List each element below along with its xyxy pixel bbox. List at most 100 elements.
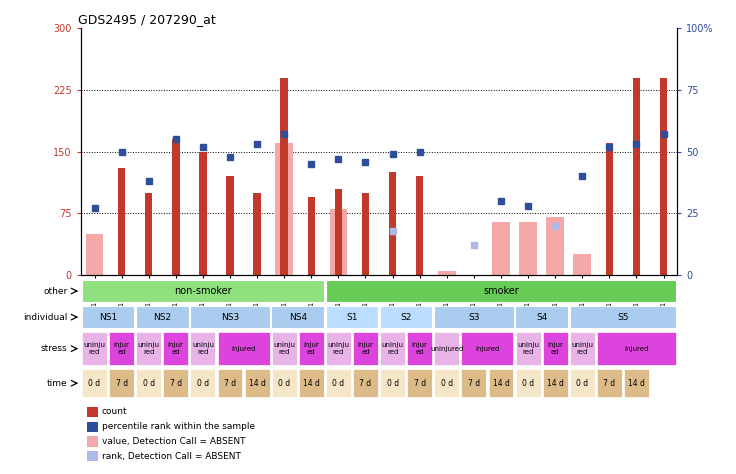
Bar: [253, 193, 261, 275]
Bar: [520, 221, 537, 275]
Bar: [326, 332, 351, 365]
Bar: [308, 197, 315, 275]
Text: uninju
red: uninju red: [571, 342, 593, 355]
Text: injur
ed: injur ed: [411, 342, 428, 355]
Text: S3: S3: [468, 313, 480, 321]
Bar: [326, 369, 351, 397]
Text: non-smoker: non-smoker: [174, 286, 232, 296]
Text: 14 d: 14 d: [628, 379, 645, 388]
Bar: [407, 369, 432, 397]
Bar: [109, 332, 134, 365]
Bar: [461, 332, 514, 365]
Text: time: time: [47, 379, 68, 388]
Bar: [163, 369, 188, 397]
Text: 0 d: 0 d: [441, 379, 453, 388]
Bar: [82, 332, 107, 365]
Bar: [87, 437, 98, 447]
Text: 0 d: 0 d: [333, 379, 344, 388]
Bar: [163, 332, 188, 365]
Bar: [136, 369, 161, 397]
Bar: [438, 271, 456, 275]
Bar: [325, 280, 676, 302]
Bar: [570, 306, 676, 328]
Text: uninju
red: uninju red: [517, 342, 539, 355]
Bar: [145, 193, 152, 275]
Bar: [573, 255, 591, 275]
Bar: [118, 168, 125, 275]
Text: 0 d: 0 d: [576, 379, 588, 388]
Bar: [136, 332, 161, 365]
Text: S5: S5: [618, 313, 629, 321]
Bar: [633, 78, 640, 275]
Bar: [299, 369, 324, 397]
Bar: [275, 144, 293, 275]
Text: 0 d: 0 d: [278, 379, 290, 388]
Bar: [492, 221, 510, 275]
Bar: [87, 421, 98, 432]
Bar: [380, 369, 405, 397]
Text: uninju
red: uninju red: [273, 342, 295, 355]
Bar: [570, 332, 595, 365]
Bar: [389, 172, 397, 275]
Text: injur
ed: injur ed: [303, 342, 319, 355]
Text: value, Detection Call = ABSENT: value, Detection Call = ABSENT: [102, 437, 245, 446]
Text: injured: injured: [231, 346, 255, 352]
Bar: [199, 152, 207, 275]
Bar: [218, 332, 269, 365]
Bar: [280, 78, 288, 275]
Text: injured: injured: [624, 346, 648, 352]
Text: percentile rank within the sample: percentile rank within the sample: [102, 422, 255, 431]
Bar: [570, 369, 595, 397]
Bar: [597, 332, 676, 365]
Text: 14 d: 14 d: [302, 379, 319, 388]
Bar: [82, 369, 107, 397]
Text: uninju
red: uninju red: [192, 342, 214, 355]
Text: uninju
red: uninju red: [328, 342, 350, 355]
Text: injur
ed: injur ed: [548, 342, 563, 355]
Bar: [87, 451, 98, 461]
Bar: [542, 369, 567, 397]
Bar: [380, 332, 405, 365]
Bar: [546, 218, 564, 275]
Text: GDS2495 / 207290_at: GDS2495 / 207290_at: [78, 13, 216, 26]
Bar: [659, 78, 668, 275]
Text: 0 d: 0 d: [197, 379, 209, 388]
Text: injured: injured: [475, 346, 500, 352]
Bar: [380, 306, 433, 328]
Bar: [272, 306, 324, 328]
Bar: [226, 176, 234, 275]
Bar: [353, 369, 378, 397]
Text: S4: S4: [536, 313, 548, 321]
Text: 14 d: 14 d: [249, 379, 266, 388]
Bar: [272, 332, 297, 365]
Bar: [542, 332, 567, 365]
Text: injur
ed: injur ed: [358, 342, 373, 355]
Text: rank, Detection Call = ABSENT: rank, Detection Call = ABSENT: [102, 452, 241, 461]
Bar: [191, 369, 216, 397]
Text: 0 d: 0 d: [522, 379, 534, 388]
Bar: [515, 306, 568, 328]
Text: 7 d: 7 d: [224, 379, 236, 388]
Text: other: other: [43, 287, 68, 295]
Text: uninju
red: uninju red: [83, 342, 105, 355]
Bar: [82, 280, 324, 302]
Bar: [109, 369, 134, 397]
Text: uninjured: uninjured: [430, 346, 464, 352]
Bar: [172, 139, 180, 275]
Bar: [85, 234, 103, 275]
Text: 7 d: 7 d: [359, 379, 372, 388]
Text: uninju
red: uninju red: [138, 342, 160, 355]
Text: individual: individual: [23, 313, 68, 321]
Bar: [244, 369, 269, 397]
Bar: [606, 144, 613, 275]
Bar: [330, 209, 347, 275]
Bar: [361, 193, 369, 275]
Bar: [218, 369, 242, 397]
Text: 7 d: 7 d: [170, 379, 182, 388]
Bar: [299, 332, 324, 365]
Bar: [190, 306, 270, 328]
Bar: [434, 306, 514, 328]
Bar: [434, 369, 459, 397]
Text: injur
ed: injur ed: [168, 342, 184, 355]
Bar: [434, 332, 459, 365]
